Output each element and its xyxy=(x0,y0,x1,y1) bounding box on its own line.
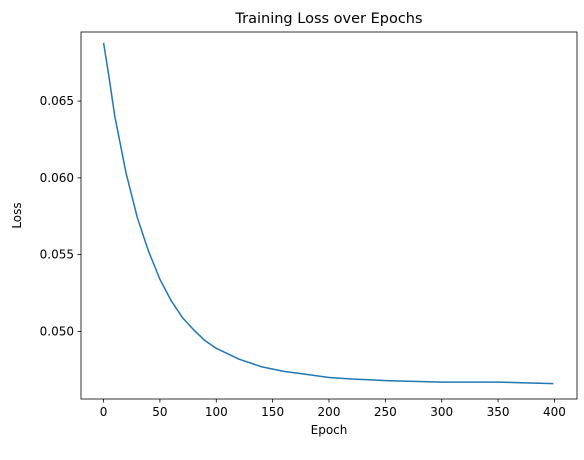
x-tick-label: 200 xyxy=(318,405,341,419)
x-tick-label: 100 xyxy=(205,405,228,419)
axes-background xyxy=(81,32,577,399)
x-tick-label: 150 xyxy=(261,405,284,419)
x-axis-ticks: 0 50 100 150 200 250 300 350 400 xyxy=(100,399,566,419)
y-tick-label: 0.050 xyxy=(40,324,74,338)
y-axis-label: Loss xyxy=(10,202,24,228)
x-tick-label: 400 xyxy=(543,405,566,419)
x-tick-label: 300 xyxy=(430,405,453,419)
loss-series-line xyxy=(102,42,554,385)
chart-title: Training Loss over Epochs xyxy=(234,11,422,27)
x-tick-label: 50 xyxy=(152,405,167,419)
x-tick-label: 0 xyxy=(100,405,108,419)
y-tick-label: 0.065 xyxy=(40,94,74,108)
x-tick-label: 350 xyxy=(487,405,510,419)
y-tick-label: 0.060 xyxy=(40,171,74,185)
x-axis-label: Epoch xyxy=(311,423,348,437)
y-tick-label: 0.055 xyxy=(40,248,74,262)
plot-area: 0 50 100 150 200 250 300 350 400 0.050 0.055 0.060… xyxy=(40,31,578,419)
axes-frame xyxy=(80,31,578,400)
y-axis-ticks: 0.050 0.055 0.060 0.065 xyxy=(40,94,81,338)
series-layer xyxy=(102,42,554,385)
x-tick-label: 250 xyxy=(374,405,397,419)
